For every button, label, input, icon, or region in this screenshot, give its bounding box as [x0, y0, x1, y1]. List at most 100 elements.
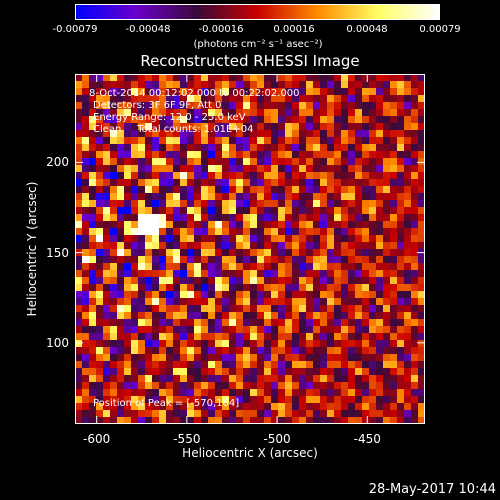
heatmap-cell: [334, 319, 342, 327]
heatmap-cell: [418, 123, 425, 131]
heatmap-cell: [110, 214, 118, 222]
heatmap-cell: [306, 305, 314, 313]
heatmap-cell: [187, 109, 195, 117]
heatmap-cell: [369, 130, 377, 138]
heatmap-cell: [96, 242, 104, 250]
heatmap-cell: [117, 333, 125, 341]
heatmap-cell: [320, 123, 328, 131]
heatmap-cell: [96, 221, 104, 229]
heatmap-cell: [320, 284, 328, 292]
heatmap-cell: [383, 193, 391, 201]
heatmap-cell: [103, 123, 111, 131]
heatmap-cell: [173, 354, 181, 362]
heatmap-cell: [313, 88, 321, 96]
heatmap-cell: [103, 186, 111, 194]
heatmap-cell: [215, 403, 223, 411]
heatmap-cell: [285, 326, 293, 334]
heatmap-cell: [166, 123, 174, 131]
heatmap-cell: [243, 333, 251, 341]
heatmap-cell: [103, 375, 111, 383]
heatmap-cell: [327, 305, 335, 313]
heatmap-cell: [243, 382, 251, 390]
heatmap-cell: [313, 95, 321, 103]
heatmap-cell: [159, 214, 167, 222]
heatmap-cell: [327, 228, 335, 236]
heatmap-cell: [390, 417, 398, 424]
heatmap-cell: [187, 242, 195, 250]
heatmap-cell: [271, 298, 279, 306]
heatmap-cell: [201, 214, 209, 222]
heatmap-cell: [306, 137, 314, 145]
heatmap-cell: [306, 74, 314, 82]
heatmap-cell: [236, 221, 244, 229]
heatmap-cell: [306, 417, 314, 424]
heatmap-cell: [376, 249, 384, 257]
heatmap-cell: [215, 389, 223, 397]
heatmap-cell: [390, 396, 398, 404]
heatmap-cell: [152, 347, 160, 355]
heatmap-cell: [250, 389, 258, 397]
heatmap-cell: [250, 298, 258, 306]
heatmap-cell: [362, 312, 370, 320]
heatmap-cell: [89, 340, 97, 348]
heatmap-cell: [404, 137, 412, 145]
heatmap-cell: [292, 375, 300, 383]
heatmap-cell: [187, 102, 195, 110]
heatmap-cell: [376, 235, 384, 243]
heatmap-cell: [159, 81, 167, 89]
heatmap-cell: [271, 81, 279, 89]
heatmap-cell: [159, 186, 167, 194]
heatmap-cell: [229, 200, 237, 208]
heatmap-cell: [376, 109, 384, 117]
colorbar-tick-label: 0.00048: [346, 24, 388, 35]
heatmap-cell: [152, 116, 160, 124]
heatmap-cell: [390, 74, 398, 82]
heatmap-cell: [229, 312, 237, 320]
heatmap-cell: [306, 284, 314, 292]
heatmap-cell: [278, 172, 286, 180]
heatmap-cell: [418, 200, 425, 208]
heatmap-cell: [138, 333, 146, 341]
heatmap-cell: [166, 403, 174, 411]
heatmap-cell: [334, 312, 342, 320]
heatmap-cell: [166, 137, 174, 145]
heatmap-cell: [208, 333, 216, 341]
heatmap-cell: [376, 102, 384, 110]
heatmap-cell: [117, 123, 125, 131]
heatmap-cell: [124, 165, 132, 173]
heatmap-cell: [82, 270, 90, 278]
heatmap-cell: [187, 221, 195, 229]
heatmap-cell: [138, 417, 146, 424]
heatmap-cell: [236, 354, 244, 362]
heatmap-cell: [243, 291, 251, 299]
heatmap-cell: [75, 256, 83, 264]
heatmap-cell: [397, 88, 405, 96]
heatmap-cell: [173, 256, 181, 264]
heatmap-cell: [299, 144, 307, 152]
heatmap-cell: [376, 228, 384, 236]
heatmap-cell: [89, 368, 97, 376]
heatmap-cell: [236, 74, 244, 82]
heatmap-cell: [327, 410, 335, 418]
heatmap-cell: [201, 158, 209, 166]
colorbar-tick-label: -0.00079: [52, 24, 98, 35]
heatmap-cell: [383, 382, 391, 390]
heatmap-cell: [243, 102, 251, 110]
heatmap-cell: [390, 200, 398, 208]
heatmap-cell: [82, 305, 90, 313]
heatmap-cell: [131, 382, 139, 390]
heatmap-cell: [278, 158, 286, 166]
heatmap-cell: [159, 74, 167, 82]
heatmap-cell: [103, 354, 111, 362]
heatmap-cell: [327, 403, 335, 411]
heatmap-cell: [418, 326, 425, 334]
heatmap-cell: [355, 200, 363, 208]
heatmap-cell: [180, 186, 188, 194]
heatmap-cell: [327, 256, 335, 264]
heatmap-cell: [390, 368, 398, 376]
heatmap-cell: [173, 81, 181, 89]
heatmap-cell: [348, 151, 356, 159]
heatmap-cell: [397, 249, 405, 257]
heatmap-cell: [250, 214, 258, 222]
heatmap-cell: [369, 88, 377, 96]
